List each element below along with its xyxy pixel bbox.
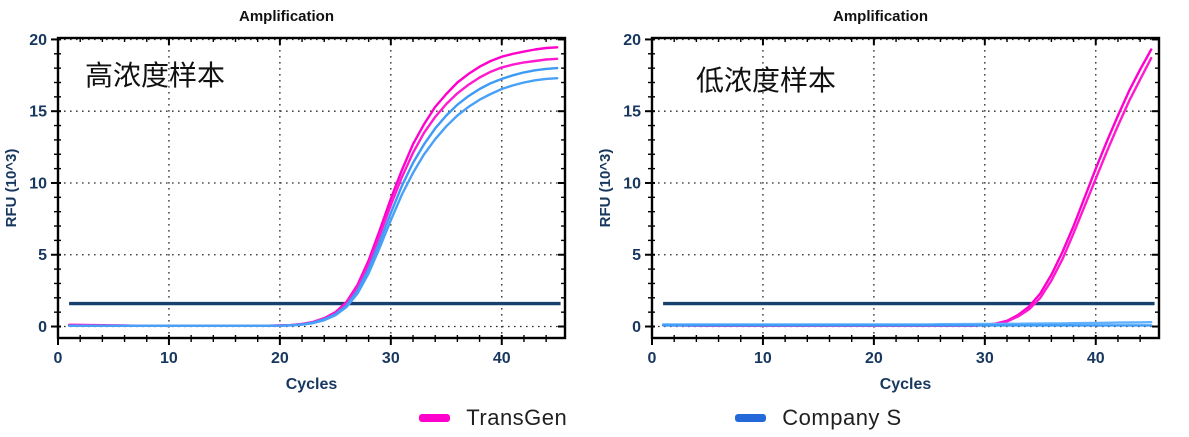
amplification-plot-high: 0 10 20 30 40 0 5 10 15 20 Amplification Cycles RFU …	[3, 8, 567, 393]
x-tick-label: 30	[976, 350, 994, 367]
x-tick-label: 20	[271, 350, 289, 367]
y-tick-label: 0	[632, 319, 641, 336]
amplification-plot-low: 0 10 20 30 40 0 5 10 15 20 Amplification Cycles RFU …	[597, 8, 1161, 393]
x-tick-label: 40	[1087, 350, 1105, 367]
y-tick-label: 20	[623, 32, 641, 49]
y-tick-label: 5	[38, 247, 47, 264]
y-tick-label: 10	[623, 175, 641, 192]
sample-annotation: 低浓度样本	[696, 65, 836, 96]
axis-frame	[650, 36, 1161, 340]
legend-item-transgen: TransGen	[419, 405, 567, 431]
company-s-color-swatch	[735, 413, 767, 422]
y-tick-label: 15	[623, 104, 641, 121]
chart-title: Amplification	[833, 8, 928, 25]
transgen-color-swatch	[419, 413, 451, 422]
chart-high-concentration-sample: 0 10 20 30 40 0 5 10 15 20 Amplification Cycles RFU …	[0, 0, 594, 400]
chart-low-concentration-sample: 0 10 20 30 40 0 5 10 15 20 Amplification Cycles RFU …	[594, 0, 1188, 400]
legend-item-company-s: Company S	[735, 405, 901, 431]
y-axis-label: RFU (10^3)	[597, 149, 614, 228]
x-tick-label: 0	[54, 350, 63, 367]
x-tick-label: 30	[382, 350, 400, 367]
x-tick-label: 10	[754, 350, 772, 367]
x-tick-label: 10	[160, 350, 178, 367]
chart-title: Amplification	[239, 8, 334, 25]
x-tick-label: 20	[865, 350, 883, 367]
x-tick-label: 0	[648, 350, 657, 367]
x-axis-label: Cycles	[286, 376, 338, 393]
sample-annotation: 高浓度样本	[85, 60, 225, 91]
y-tick-label: 5	[632, 247, 641, 264]
y-tick-label: 15	[29, 104, 47, 121]
series-curve-company-s	[661, 321, 1153, 326]
series-curve-company-s	[67, 66, 559, 327]
y-tick-label: 10	[29, 175, 47, 192]
y-tick-label: 0	[38, 319, 47, 336]
axis-frame	[56, 36, 567, 340]
y-tick-label: 20	[29, 32, 47, 49]
legend-label-transgen: TransGen	[466, 404, 568, 430]
x-tick-label: 40	[493, 350, 511, 367]
x-axis-label: Cycles	[880, 376, 932, 393]
series-curve-company-s	[67, 77, 559, 327]
legend: TransGen Company S	[66, 398, 1189, 437]
legend-label-company-s: Company S	[782, 404, 902, 430]
y-axis-label: RFU (10^3)	[3, 149, 20, 228]
series-curve-transgen	[661, 56, 1153, 327]
amplification-charts-row: 0 10 20 30 40 0 5 10 15 20 Amplification Cycles RFU …	[0, 0, 1188, 400]
series-curve-transgen	[67, 57, 559, 327]
